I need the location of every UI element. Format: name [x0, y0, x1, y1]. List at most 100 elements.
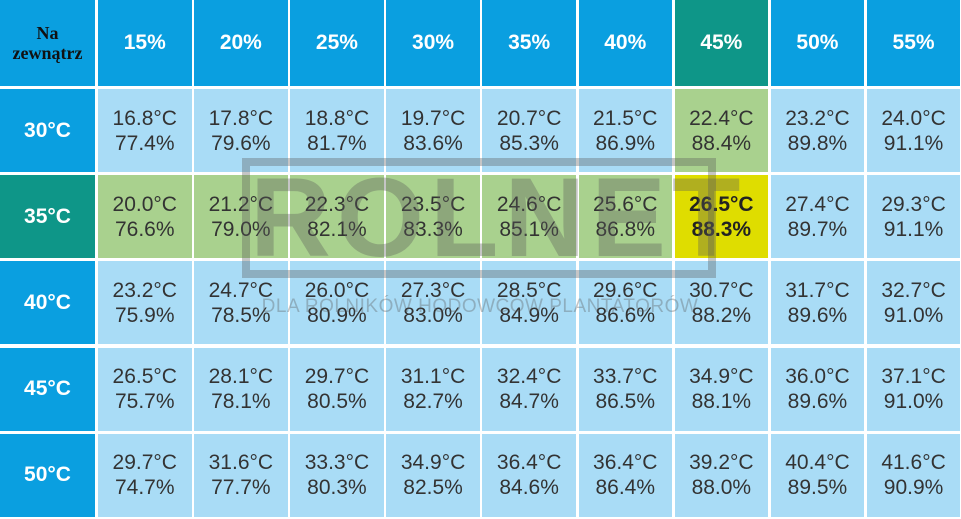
- temperature: 27.4°C: [785, 192, 850, 216]
- temperature: 17.8°C: [208, 106, 274, 130]
- data-cell: 20.0°C 76.6%: [98, 175, 192, 259]
- humidity: 84.9%: [499, 303, 559, 327]
- corner-text: Na zewnątrz: [12, 23, 83, 63]
- data-cell: 24.7°C 78.5%: [194, 261, 288, 345]
- temperature: 26.5°C: [689, 192, 754, 216]
- data-cell: 33.7°C 86.5%: [578, 347, 672, 431]
- humidity: 83.3%: [403, 217, 463, 241]
- temperature: 30.7°C: [689, 278, 754, 302]
- data-cell: 37.1°C 91.0%: [866, 347, 961, 431]
- data-cell: 21.5°C 86.9%: [578, 89, 672, 172]
- data-cell: 33.3°C 80.3%: [290, 433, 384, 517]
- data-cell: 36.4°C 84.6%: [482, 433, 576, 517]
- temperature: 24.7°C: [208, 278, 274, 302]
- humidity: 91.1%: [883, 131, 944, 155]
- column-header: 50%: [770, 0, 865, 86]
- humidity: 86.4%: [595, 476, 656, 500]
- humidity: 80.9%: [307, 303, 367, 327]
- humidity: 78.1%: [211, 390, 271, 414]
- humidity: 88.3%: [691, 217, 752, 241]
- column-header: 25%: [290, 0, 384, 86]
- temperature: 28.1°C: [208, 365, 274, 389]
- data-cell: 30.7°C 88.2%: [674, 261, 769, 345]
- humidity: 85.1%: [499, 217, 559, 241]
- data-cell: 29.7°C 80.5%: [290, 347, 384, 431]
- row-header: 35°C: [0, 175, 95, 259]
- data-cell: 32.7°C 91.0%: [866, 261, 961, 345]
- temperature: 23.2°C: [785, 106, 850, 130]
- temperature: 31.6°C: [208, 451, 274, 475]
- column-header: 40%: [578, 0, 672, 86]
- temperature: 18.8°C: [304, 106, 370, 130]
- column-header: 45%: [674, 0, 769, 86]
- temperature: 16.8°C: [112, 106, 177, 130]
- humidity: 77.7%: [211, 476, 271, 500]
- humidity: 89.6%: [787, 303, 848, 327]
- data-cell: 20.7°C 85.3%: [482, 89, 576, 172]
- temperature: 21.2°C: [208, 192, 274, 216]
- humidity: 88.2%: [691, 303, 752, 327]
- temperature: 29.7°C: [112, 451, 177, 475]
- temperature: 33.7°C: [593, 365, 658, 389]
- data-cell: 29.3°C 91.1%: [866, 175, 961, 259]
- data-cell: 18.8°C 81.7%: [290, 89, 384, 172]
- humidity: 89.7%: [787, 217, 848, 241]
- temperature: 29.3°C: [881, 192, 946, 216]
- humidity: 91.1%: [883, 217, 944, 241]
- humidity: 89.8%: [787, 131, 848, 155]
- column-header: 35%: [482, 0, 576, 86]
- humidity: 76.6%: [114, 217, 175, 241]
- data-cell: 39.2°C 88.0%: [674, 433, 769, 517]
- humidity: 86.8%: [595, 217, 656, 241]
- humidity: 81.7%: [307, 131, 367, 155]
- data-cell: 34.9°C 88.1%: [674, 347, 769, 431]
- humidity: 89.5%: [787, 476, 848, 500]
- data-cell: 31.1°C 82.7%: [386, 347, 480, 431]
- temperature: 19.7°C: [400, 106, 466, 130]
- data-cell: 23.2°C 89.8%: [770, 89, 865, 172]
- temperature: 21.5°C: [593, 106, 658, 130]
- temperature: 27.3°C: [400, 278, 466, 302]
- temperature: 31.1°C: [400, 365, 466, 389]
- corner-header: Na zewnątrz: [0, 0, 95, 86]
- temperature: 40.4°C: [785, 451, 850, 475]
- temperature: 37.1°C: [881, 365, 946, 389]
- data-cell: 22.3°C 82.1%: [290, 175, 384, 259]
- humidity: 86.9%: [595, 131, 656, 155]
- temperature: 41.6°C: [881, 451, 946, 475]
- humidity: 85.3%: [499, 131, 559, 155]
- humidity: 86.6%: [595, 303, 656, 327]
- temperature: 29.7°C: [304, 365, 370, 389]
- humidity: 78.5%: [211, 303, 271, 327]
- humidity: 75.9%: [114, 303, 175, 327]
- temperature: 39.2°C: [689, 451, 754, 475]
- data-cell: 19.7°C 83.6%: [386, 89, 480, 172]
- data-cell: 32.4°C 84.7%: [482, 347, 576, 431]
- humidity: 89.6%: [787, 390, 848, 414]
- data-cell: 27.3°C 83.0%: [386, 261, 480, 345]
- data-cell: 27.4°C 89.7%: [770, 175, 865, 259]
- humidity: 84.6%: [499, 476, 559, 500]
- humidity: 84.7%: [499, 390, 559, 414]
- data-cell: 31.6°C 77.7%: [194, 433, 288, 517]
- temperature: 25.6°C: [593, 192, 658, 216]
- temperature: 32.7°C: [881, 278, 946, 302]
- humidity: 74.7%: [114, 476, 175, 500]
- data-cell: 28.1°C 78.1%: [194, 347, 288, 431]
- data-cell: 40.4°C 89.5%: [770, 433, 865, 517]
- temperature: 36.4°C: [593, 451, 658, 475]
- humidity: 91.0%: [883, 390, 944, 414]
- humidity: 90.9%: [883, 476, 944, 500]
- humidity: 88.4%: [691, 131, 752, 155]
- data-cell: 28.5°C 84.9%: [482, 261, 576, 345]
- temperature: 22.3°C: [304, 192, 370, 216]
- row-header: 30°C: [0, 89, 95, 172]
- temperature: 26.0°C: [304, 278, 370, 302]
- humidity: 80.3%: [307, 476, 367, 500]
- column-header: 55%: [866, 0, 961, 86]
- temperature: 28.5°C: [496, 278, 562, 302]
- data-cell: 26.5°C 75.7%: [98, 347, 192, 431]
- data-cell: 29.6°C 86.6%: [578, 261, 672, 345]
- column-header: 20%: [194, 0, 288, 86]
- temperature: 20.0°C: [112, 192, 177, 216]
